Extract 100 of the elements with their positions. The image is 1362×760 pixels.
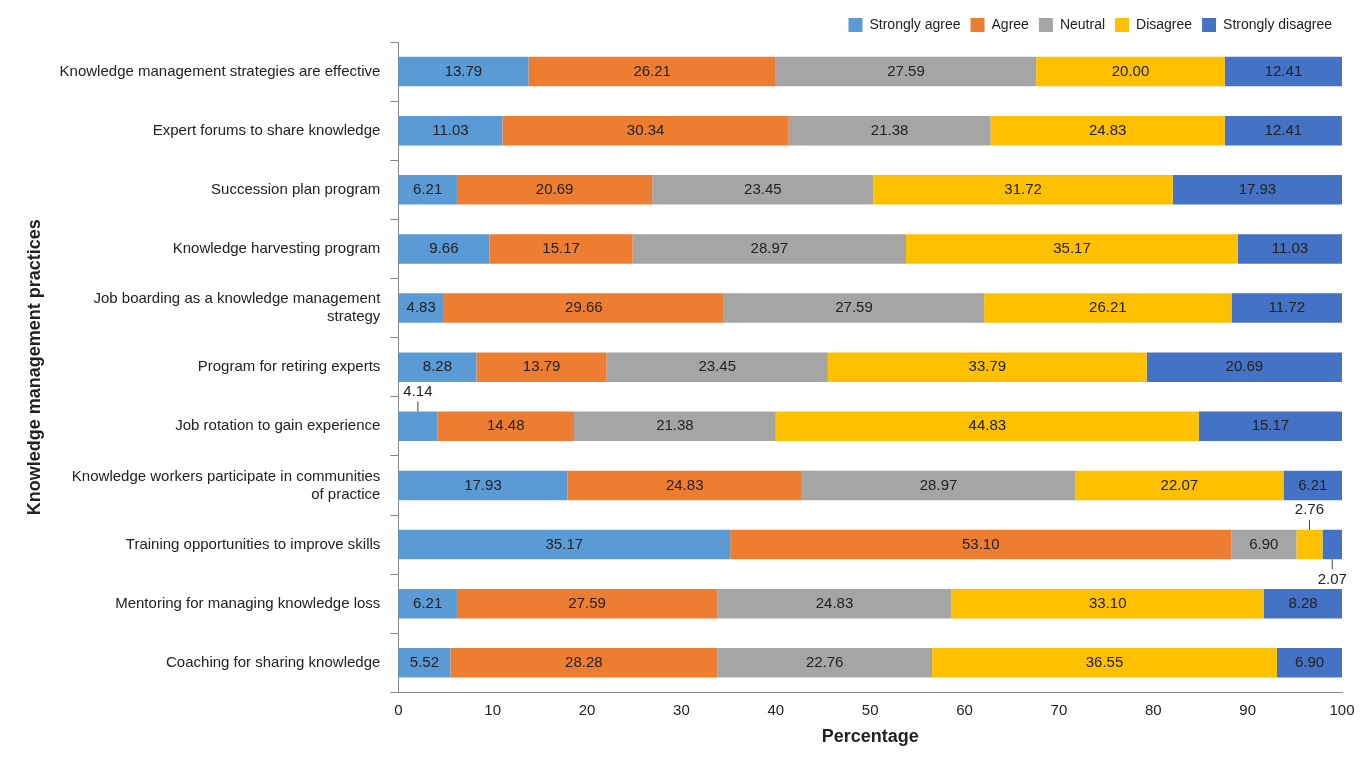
x-tick-label: 30 xyxy=(673,700,690,718)
bar xyxy=(398,175,457,205)
data-label: 5.52 xyxy=(409,652,439,670)
data-label: 27.59 xyxy=(887,61,925,79)
data-label: 2.76 xyxy=(1294,499,1325,517)
data-label: 29.66 xyxy=(565,298,603,316)
bar xyxy=(873,175,1173,205)
y-axis-title: Knowledge management practices xyxy=(23,219,44,516)
data-label: 6.90 xyxy=(1249,534,1279,552)
bar xyxy=(398,234,490,264)
y-tick-label: Knowledge workers participate in communities of practice xyxy=(71,466,381,502)
bar xyxy=(717,588,952,619)
bar xyxy=(1276,648,1342,678)
data-label: 22.07 xyxy=(1160,475,1199,493)
x-tick-label: 70 xyxy=(1050,700,1068,718)
bar xyxy=(528,56,776,87)
data-label: 6.21 xyxy=(1298,475,1328,493)
data-label: 17.93 xyxy=(464,475,502,493)
bar xyxy=(1224,115,1342,146)
y-tick-label: Training opportunities to improve skills xyxy=(125,534,381,552)
data-label: 27.59 xyxy=(568,593,606,611)
bar xyxy=(1231,293,1342,323)
data-label: 23.45 xyxy=(698,357,737,375)
bar xyxy=(489,234,633,264)
y-tick-label: Job boarding as a knowledge management strategy xyxy=(93,289,382,325)
data-label: 33.10 xyxy=(1089,593,1127,611)
bar xyxy=(632,234,907,264)
bar xyxy=(1296,529,1323,560)
y-tick-label: Mentoring for managing knowledge loss xyxy=(115,593,381,611)
y-tick-label: Knowledge management strategies are effective xyxy=(59,61,381,79)
bar xyxy=(788,115,991,146)
data-label: 20.00 xyxy=(1111,61,1150,79)
bar xyxy=(456,175,653,205)
bar xyxy=(932,648,1277,678)
data-label: 21.38 xyxy=(656,416,694,434)
bar xyxy=(951,588,1264,619)
bar xyxy=(443,293,724,323)
y-tick-label: Succession plan program xyxy=(211,179,381,197)
x-tick-label: 50 xyxy=(861,700,879,718)
bar xyxy=(398,470,568,501)
bar xyxy=(1075,470,1284,501)
data-label: 4.14 xyxy=(403,381,433,399)
bar xyxy=(1322,529,1342,560)
data-label: 35.17 xyxy=(1053,239,1091,257)
y-tick-label: Coaching for sharing knowledge xyxy=(166,652,381,670)
data-label: 20.69 xyxy=(535,179,574,197)
data-label: 28.97 xyxy=(750,239,789,257)
bar xyxy=(456,588,718,619)
data-label: 8.28 xyxy=(1288,593,1318,611)
bar xyxy=(398,529,731,560)
x-tick-label: 10 xyxy=(484,700,502,718)
data-label: 28.97 xyxy=(919,475,958,493)
data-label: 4.83 xyxy=(406,298,436,316)
data-label: 8.28 xyxy=(422,357,453,375)
bar xyxy=(730,529,1232,560)
data-label: 24.83 xyxy=(665,475,704,493)
data-label: 31.72 xyxy=(1004,179,1042,197)
bar xyxy=(984,293,1232,323)
x-tick-label: 20 xyxy=(578,700,596,718)
bar xyxy=(398,352,477,382)
bar xyxy=(574,411,776,442)
data-label: 36.55 xyxy=(1085,652,1124,670)
data-label: 15.17 xyxy=(542,239,580,257)
y-tick-label: Job rotation to gain experience xyxy=(175,416,381,434)
y-tick-label: Program for retiring experts xyxy=(197,357,381,375)
x-tick-label: 0 xyxy=(394,700,403,718)
bar xyxy=(1036,56,1225,87)
data-label: 27.59 xyxy=(835,298,873,316)
data-label: 13.79 xyxy=(444,61,483,79)
bar xyxy=(723,293,985,323)
x-tick-label: 90 xyxy=(1239,700,1256,718)
bar xyxy=(1263,588,1342,619)
data-label: 22.76 xyxy=(805,652,844,670)
bar xyxy=(1283,470,1342,501)
data-label: 21.38 xyxy=(870,120,909,138)
bar xyxy=(476,352,607,382)
data-label: 9.66 xyxy=(429,239,459,257)
data-label: 33.79 xyxy=(968,357,1007,375)
legend-label: Neutral xyxy=(1059,15,1106,32)
x-tick-label: 60 xyxy=(956,700,973,718)
y-tick-label: Expert forums to share knowledge xyxy=(152,120,381,138)
data-label: 14.48 xyxy=(486,416,525,434)
bar xyxy=(606,352,828,382)
data-label: 28.28 xyxy=(565,652,603,670)
data-label: 11.03 xyxy=(1271,239,1309,257)
data-label: 26.21 xyxy=(633,61,671,79)
data-label: 12.41 xyxy=(1264,120,1303,138)
bar xyxy=(1146,352,1342,382)
bar xyxy=(437,411,575,442)
data-label: 2.07 xyxy=(1317,569,1347,587)
bar xyxy=(502,115,789,146)
x-tick-label: 100 xyxy=(1329,700,1355,718)
data-label: 24.83 xyxy=(815,593,854,611)
legend-label: Strongly agree xyxy=(869,15,961,32)
bar xyxy=(450,648,718,678)
legend-label: Strongly disagree xyxy=(1223,15,1333,32)
data-label: 35.17 xyxy=(545,534,584,552)
data-label: 6.21 xyxy=(413,593,443,611)
bar xyxy=(1237,234,1342,264)
data-label: 17.93 xyxy=(1238,179,1277,197)
